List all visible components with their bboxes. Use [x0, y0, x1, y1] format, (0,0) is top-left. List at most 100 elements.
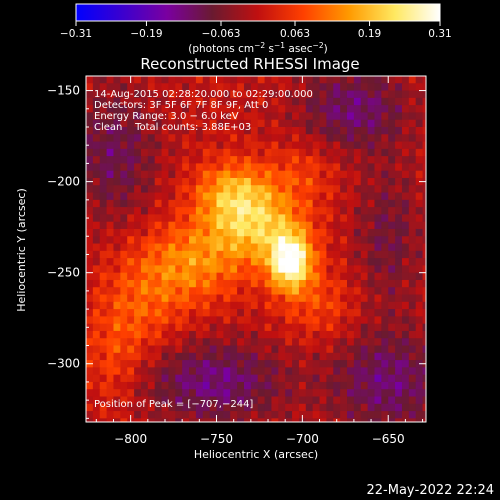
heatmap-cell	[326, 76, 334, 84]
heatmap-cell	[161, 301, 170, 310]
heatmap-cell	[189, 316, 197, 325]
heatmap-cell	[189, 199, 197, 208]
heatmap-cell	[360, 97, 369, 106]
heatmap-cell	[422, 338, 426, 347]
heatmap-cell	[161, 272, 170, 281]
heatmap-cell	[264, 105, 273, 114]
heatmap-cell	[292, 250, 300, 259]
heatmap-cell	[92, 83, 101, 92]
heatmap-cell	[305, 163, 314, 172]
heatmap-cell	[92, 272, 101, 281]
heatmap-cell	[285, 301, 293, 310]
heatmap-cell	[182, 418, 190, 422]
heatmap-cell	[168, 338, 176, 347]
x-axis-ticks: −800 −750 −700 −650	[95, 76, 424, 446]
heatmap-cell	[326, 396, 334, 405]
heatmap-cell	[271, 396, 279, 405]
heatmap-cell	[264, 141, 273, 150]
heatmap-cell	[134, 76, 142, 84]
heatmap-cell	[408, 83, 417, 92]
heatmap-cell	[415, 76, 424, 84]
heatmap-cell	[161, 323, 170, 332]
heatmap-cell	[374, 316, 382, 325]
heatmap-cell	[250, 243, 259, 252]
heatmap-cell	[333, 236, 341, 245]
heatmap-cell	[305, 396, 314, 405]
heatmap-cell	[250, 360, 259, 368]
heatmap-cell	[147, 170, 156, 179]
heatmap-cell	[195, 134, 204, 143]
heatmap-cell	[271, 141, 279, 150]
heatmap-cell	[360, 367, 369, 376]
heatmap-cell	[216, 279, 224, 288]
heatmap-cell	[216, 294, 224, 303]
heatmap-cell	[195, 265, 204, 274]
heatmap-cell	[326, 134, 334, 143]
heatmap-cell	[374, 192, 382, 201]
heatmap-cell	[257, 287, 266, 296]
heatmap-cell	[250, 126, 259, 135]
heatmap-cell	[319, 258, 328, 266]
heatmap-cell	[134, 214, 142, 223]
heatmap-cell	[326, 97, 334, 106]
heatmap-cell	[292, 360, 300, 368]
heatmap-cell	[189, 389, 197, 398]
heatmap-cell	[230, 156, 238, 165]
heatmap-cell	[250, 163, 259, 172]
heatmap-cell	[147, 374, 156, 383]
heatmap-cell	[429, 222, 436, 230]
heatmap-cell	[278, 119, 286, 128]
heatmap-cell	[333, 309, 341, 317]
heatmap-cell	[182, 105, 190, 114]
heatmap-cell	[408, 221, 417, 230]
heatmap-cell	[422, 141, 426, 150]
heatmap-cell	[374, 207, 382, 215]
heatmap-cell	[120, 119, 128, 128]
heatmap-cell	[99, 345, 108, 354]
heatmap-cell	[182, 367, 190, 376]
heatmap-cell	[271, 381, 279, 390]
heatmap-cell	[401, 207, 410, 215]
heatmap-cell	[347, 90, 355, 99]
heatmap-cell	[340, 76, 348, 84]
observation-annotations: 14‑Aug‑2015 02:28:20.000 to 02:29:00.000…	[94, 89, 313, 133]
heatmap-cell	[408, 112, 417, 121]
heatmap-cell	[127, 396, 135, 405]
heatmap-cell	[415, 170, 424, 179]
heatmap-cell	[347, 279, 355, 288]
heatmap-cell	[230, 309, 238, 317]
heatmap-cell	[134, 185, 142, 194]
heatmap-cell	[298, 185, 307, 194]
heatmap-cell	[257, 243, 266, 252]
heatmap-cell	[422, 352, 426, 361]
heatmap-cell	[298, 381, 307, 390]
heatmap-cell	[257, 207, 266, 215]
heatmap-cell	[312, 228, 321, 237]
heatmap-cell	[120, 90, 128, 99]
heatmap-cell	[360, 287, 369, 296]
heatmap-cell	[147, 192, 156, 201]
heatmap-cell	[367, 258, 376, 266]
heatmap-cell	[189, 134, 197, 143]
heatmap-cell	[374, 389, 382, 398]
heatmap-cell	[154, 112, 163, 121]
heatmap-cell	[408, 323, 417, 332]
heatmap-cell	[415, 228, 424, 237]
heatmap-cell	[388, 287, 396, 296]
heatmap-cell	[86, 323, 94, 332]
heatmap-cell	[99, 301, 108, 310]
heatmap-cell	[120, 192, 128, 201]
heatmap-cell	[161, 105, 170, 114]
heatmap-cell	[333, 76, 341, 84]
heatmap-cell	[120, 323, 128, 332]
heatmap-cell	[264, 76, 273, 84]
heatmap-cell	[120, 207, 128, 215]
heatmap-cell	[223, 214, 231, 223]
heatmap-cell	[216, 185, 224, 194]
heatmap-cell	[340, 214, 348, 223]
heatmap-cell	[106, 403, 115, 412]
heatmap-cell	[113, 396, 121, 405]
heatmap-cell	[182, 265, 190, 274]
heatmap-cell	[209, 352, 218, 361]
